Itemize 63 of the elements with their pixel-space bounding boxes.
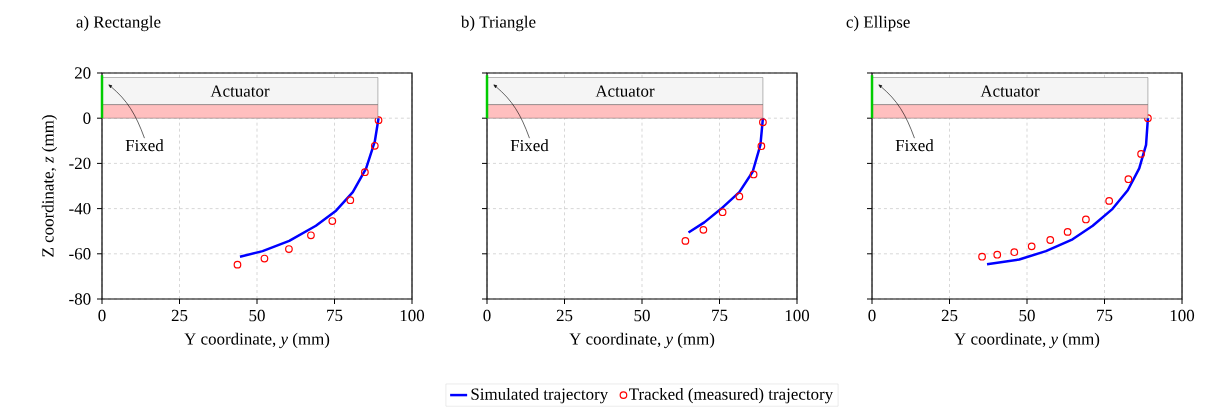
point bbox=[1124, 175, 1133, 184]
point bbox=[1010, 248, 1019, 257]
legend-label: Tracked (measured) trajectory bbox=[629, 387, 834, 404]
chart-title: c) Ellipse bbox=[846, 15, 910, 32]
point bbox=[1027, 242, 1036, 251]
point bbox=[260, 254, 269, 263]
y-tick-label: 20 bbox=[74, 67, 91, 79]
annotation: Fixed bbox=[125, 139, 164, 152]
y-tick-label: -40 bbox=[69, 202, 91, 215]
point bbox=[1046, 236, 1055, 244]
point bbox=[307, 231, 315, 240]
point bbox=[718, 208, 727, 217]
point bbox=[374, 116, 383, 125]
x-tick-label: 100 bbox=[785, 309, 810, 322]
x-tick-label: 25 bbox=[556, 309, 573, 322]
point bbox=[360, 168, 369, 177]
y-axis-title: Z coordinate, z (mm) bbox=[41, 115, 58, 257]
x-tick-label: 100 bbox=[400, 309, 425, 322]
x-tick-label: 50 bbox=[249, 309, 265, 322]
point bbox=[759, 118, 767, 127]
point bbox=[681, 237, 690, 245]
x-tick-label: 75 bbox=[327, 309, 343, 322]
x-axis-title: Y coordinate, y (mm) bbox=[954, 332, 1100, 349]
x-tick-label: 75 bbox=[712, 309, 728, 322]
point bbox=[978, 252, 986, 261]
x-axis-title: Y coordinate, y (mm) bbox=[184, 332, 330, 349]
y-tick-label: 0 bbox=[83, 112, 91, 124]
point bbox=[1063, 227, 1072, 236]
annotation: Actuator bbox=[210, 85, 270, 97]
point bbox=[346, 196, 355, 205]
point bbox=[370, 141, 379, 150]
point bbox=[749, 170, 758, 179]
point bbox=[233, 260, 242, 269]
x-tick-label: 100 bbox=[1170, 309, 1195, 322]
y-tick-label: -60 bbox=[69, 248, 91, 260]
y-tick-label: -80 bbox=[69, 293, 91, 305]
x-tick-label: 50 bbox=[634, 309, 650, 322]
point bbox=[328, 217, 337, 225]
point bbox=[1137, 150, 1145, 158]
x-tick-label: 75 bbox=[1097, 309, 1113, 322]
chart-title: b) Triangle bbox=[460, 15, 536, 32]
x-tick-label: 25 bbox=[171, 309, 188, 322]
point bbox=[285, 245, 293, 253]
y-tick-label: -20 bbox=[69, 157, 91, 170]
chart-title: a) Rectangle bbox=[76, 15, 161, 32]
x-tick-label: 0 bbox=[483, 309, 491, 322]
x-tick-label: 25 bbox=[941, 309, 958, 322]
annotation: Fixed bbox=[510, 139, 549, 152]
point bbox=[757, 142, 766, 151]
x-tick-label: 0 bbox=[868, 309, 876, 322]
x-tick-label: 0 bbox=[98, 309, 106, 322]
annotation: Actuator bbox=[595, 85, 655, 97]
x-tick-label: 50 bbox=[1019, 309, 1035, 322]
point bbox=[1105, 197, 1114, 205]
legend-label: Simulated trajectory bbox=[471, 387, 609, 404]
annotation: Fixed bbox=[895, 139, 934, 152]
annotation: Actuator bbox=[980, 85, 1040, 97]
point bbox=[699, 225, 708, 234]
point bbox=[735, 192, 744, 201]
x-axis-title: Y coordinate, y (mm) bbox=[569, 332, 715, 349]
point bbox=[993, 250, 1002, 259]
line-series bbox=[238, 116, 380, 258]
point bbox=[1082, 215, 1090, 224]
